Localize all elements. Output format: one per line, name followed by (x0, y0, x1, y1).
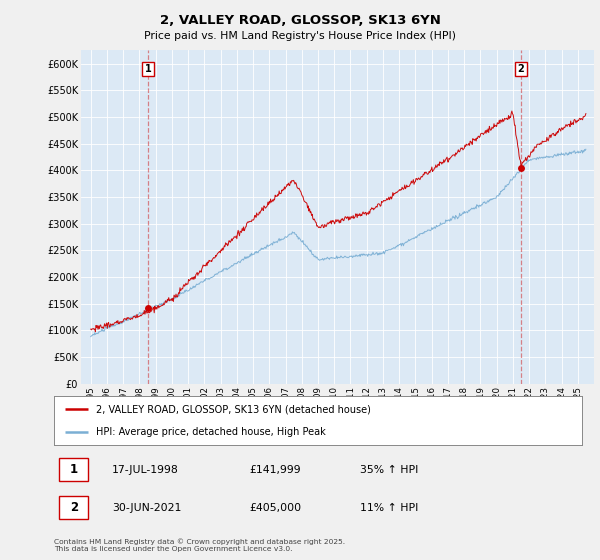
Text: £141,999: £141,999 (250, 465, 301, 475)
Text: 2, VALLEY ROAD, GLOSSOP, SK13 6YN: 2, VALLEY ROAD, GLOSSOP, SK13 6YN (160, 14, 440, 27)
Text: 1: 1 (145, 64, 152, 74)
Text: Contains HM Land Registry data © Crown copyright and database right 2025.
This d: Contains HM Land Registry data © Crown c… (54, 539, 345, 552)
Text: Price paid vs. HM Land Registry's House Price Index (HPI): Price paid vs. HM Land Registry's House … (144, 31, 456, 41)
Text: 1: 1 (70, 463, 78, 476)
FancyBboxPatch shape (59, 458, 88, 481)
Text: 17-JUL-1998: 17-JUL-1998 (112, 465, 179, 475)
Text: 2: 2 (518, 64, 524, 74)
Text: 2, VALLEY ROAD, GLOSSOP, SK13 6YN (detached house): 2, VALLEY ROAD, GLOSSOP, SK13 6YN (detac… (96, 404, 371, 414)
Text: HPI: Average price, detached house, High Peak: HPI: Average price, detached house, High… (96, 427, 326, 437)
Text: 11% ↑ HPI: 11% ↑ HPI (360, 502, 419, 512)
Text: 35% ↑ HPI: 35% ↑ HPI (360, 465, 419, 475)
Text: 2: 2 (70, 501, 78, 514)
FancyBboxPatch shape (59, 496, 88, 519)
Text: £405,000: £405,000 (250, 502, 301, 512)
Text: 30-JUN-2021: 30-JUN-2021 (112, 502, 181, 512)
